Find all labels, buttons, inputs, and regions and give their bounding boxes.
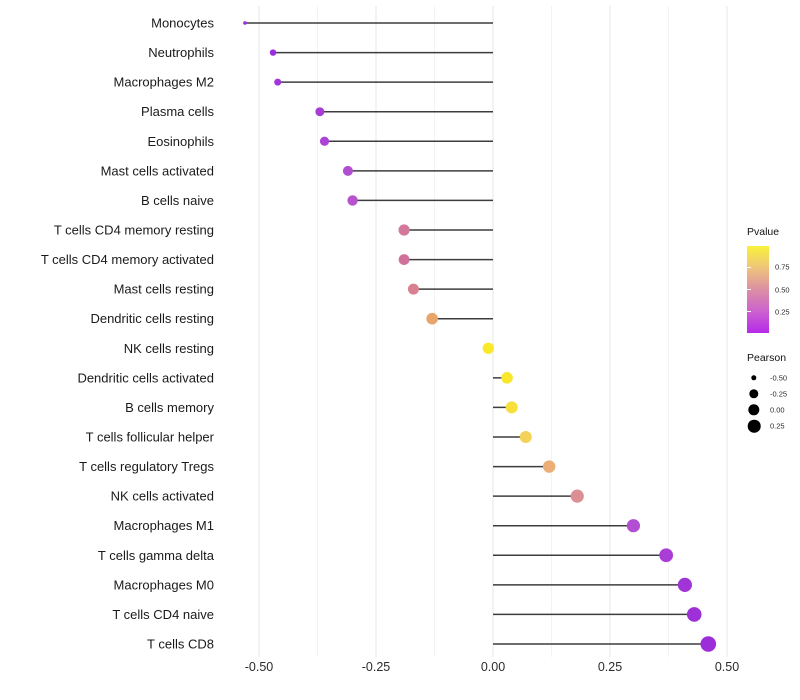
lollipop-dot <box>505 401 518 414</box>
pvalue-legend-title: Pvalue <box>747 226 780 238</box>
pvalue-colorbar-tick-label: 0.75 <box>775 262 790 272</box>
y-axis-label: NK cells activated <box>111 489 214 504</box>
pearson-legend-dot <box>748 404 760 416</box>
y-axis-label: Mast cells activated <box>101 163 214 178</box>
pearson-legend-label: 0.00 <box>770 405 785 415</box>
lollipop-dot <box>482 342 495 354</box>
lollipop-dot <box>342 165 353 176</box>
lollipop-dot <box>319 136 330 146</box>
y-axis-label: T cells regulatory Tregs <box>79 459 214 474</box>
y-axis-label: Dendritic cells resting <box>90 311 214 326</box>
pearson-legend-dot <box>747 419 761 433</box>
pvalue-legend: Pvalue 0.75 0.50 0.25 <box>746 226 790 333</box>
y-axis-label: Mast cells resting <box>114 282 214 297</box>
lollipop-dot <box>570 489 584 503</box>
pvalue-colorbar-tick <box>747 289 751 291</box>
pvalue-colorbar-wrap: 0.75 0.50 0.25 <box>746 246 790 333</box>
y-axis-label: Neutrophils <box>148 45 214 60</box>
pearson-legend-label: -0.50 <box>770 373 788 383</box>
lollipop-dot <box>659 548 674 563</box>
y-axis-label: Eosinophils <box>148 134 215 149</box>
pearson-legend-item: -0.25 <box>746 386 800 402</box>
lollipop-dot <box>501 372 513 384</box>
y-axis-label: B cells memory <box>125 400 214 415</box>
lollipop-dot <box>407 283 419 295</box>
pvalue-colorbar-tick-label: 0.25 <box>775 307 790 317</box>
y-axis-label: Monocytes <box>151 16 214 31</box>
x-axis-tick-label: 0.00 <box>481 660 505 674</box>
lollipop-dot <box>426 312 438 325</box>
x-axis-tick-label: -0.25 <box>362 660 391 674</box>
pearson-legend-item: 0.00 <box>746 402 800 418</box>
lollipop-dot <box>542 460 556 473</box>
y-axis-label: Macrophages M2 <box>114 75 214 90</box>
pvalue-colorbar-tick <box>747 311 751 313</box>
pearson-legend-dot <box>751 375 757 381</box>
pvalue-colorbar-gradient <box>747 246 769 333</box>
lollipop-dot <box>274 78 282 86</box>
y-axis-label: Dendritic cells activated <box>77 370 214 385</box>
pvalue-colorbar-tick <box>747 266 751 268</box>
pearson-legend-title: Pearson <box>747 352 787 364</box>
y-axis-label: NK cells resting <box>124 341 214 356</box>
lollipop-dot <box>398 254 410 265</box>
lollipop-dot <box>677 577 692 592</box>
y-axis-label: Macrophages M0 <box>114 577 214 592</box>
y-axis-label: T cells CD4 memory activated <box>41 252 214 267</box>
lollipop-dot <box>398 224 410 236</box>
y-axis-label: B cells naive <box>141 193 214 208</box>
pearson-legend-label: -0.25 <box>770 389 788 399</box>
lollipop-dot <box>347 195 358 206</box>
y-axis-label: Macrophages M1 <box>114 518 214 533</box>
lollipop-dot <box>626 519 641 533</box>
y-axis-label: T cells CD8 <box>147 636 214 651</box>
y-axis-label: T cells CD4 memory resting <box>54 222 214 237</box>
lollipop-dot <box>269 49 277 56</box>
pearson-legend: Pearson -0.50 -0.25 0.00 0.25 <box>746 352 800 434</box>
pearson-legend-dot <box>749 389 759 399</box>
lollipop-dot <box>315 107 325 117</box>
pearson-legend-label: 0.25 <box>770 421 785 431</box>
pearson-legend-item: 0.25 <box>746 418 800 434</box>
y-axis-label: T cells gamma delta <box>98 548 215 563</box>
pearson-legend-item: -0.50 <box>746 370 800 386</box>
lollipop-dot <box>686 607 702 622</box>
lollipop-dot <box>700 636 717 652</box>
x-axis-tick-label: 0.50 <box>715 660 739 674</box>
y-axis-label: T cells follicular helper <box>86 429 215 444</box>
y-axis-label: T cells CD4 naive <box>112 607 214 622</box>
lollipop-dot <box>243 21 247 25</box>
y-axis-label: Plasma cells <box>141 104 214 119</box>
x-axis-tick-label: 0.25 <box>598 660 622 674</box>
lollipop-dot <box>519 430 532 443</box>
x-axis-tick-label: -0.50 <box>245 660 274 674</box>
pvalue-colorbar-tick-label: 0.50 <box>775 285 790 295</box>
